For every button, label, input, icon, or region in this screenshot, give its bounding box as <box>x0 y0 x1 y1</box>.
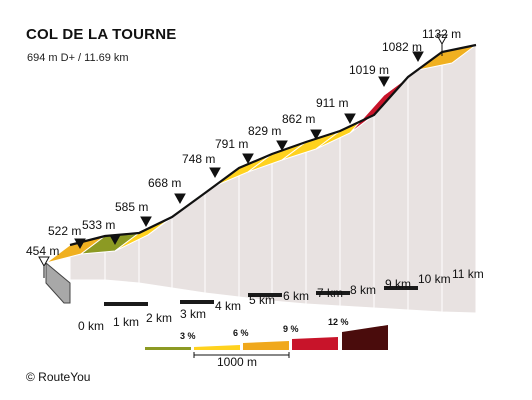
side-wall-4 <box>204 167 240 298</box>
side-wall-3 <box>171 192 206 294</box>
elevation-label: 748 m <box>182 152 215 166</box>
front-start-block <box>45 261 71 304</box>
distance-label: 2 km <box>146 311 172 325</box>
legend-swatch-0 <box>145 347 191 350</box>
distance-label: 0 km <box>78 319 104 333</box>
elevation-marker-8 <box>310 129 322 141</box>
elevation-label: 533 m <box>82 218 115 232</box>
elevation-marker-12 <box>436 34 448 46</box>
km-tick-7 <box>316 291 350 295</box>
elevation-marker-11 <box>412 51 424 63</box>
side-wall-7 <box>305 130 341 307</box>
distance-labels: 0 km 1 km 2 km 3 km 4 km 5 km 6 km 7 km 8 km 9 km… <box>78 267 484 333</box>
distance-label: 4 km <box>215 299 241 313</box>
distance-label: 7 km <box>317 286 343 300</box>
profile-front-base <box>45 261 418 306</box>
scale-bar-label: 1000 m <box>217 355 257 369</box>
elevation-marker-5 <box>209 167 221 179</box>
km-tick-3 <box>180 300 214 304</box>
distance-label: 11 km <box>452 267 484 281</box>
elevation-label: 668 m <box>148 176 181 190</box>
elevation-marker-1 <box>74 238 86 250</box>
distance-label: 6 km <box>283 289 309 303</box>
elevation-marker-4 <box>174 193 186 205</box>
profile-title: COL DE LA TOURNE <box>26 26 177 43</box>
distance-label: 10 km <box>418 272 451 286</box>
side-wall-6 <box>271 141 307 305</box>
side-wall-8 <box>339 114 375 309</box>
elevation-marker-0 <box>38 256 50 268</box>
legend-swatch-3 <box>292 337 338 350</box>
distance-label: 8 km <box>350 283 376 297</box>
elevation-label: 829 m <box>248 124 281 138</box>
side-wall-5 <box>238 153 273 302</box>
elevation-marker-9 <box>344 113 356 125</box>
elevation-label: 1132 m <box>422 27 461 41</box>
elevation-marker-3 <box>140 216 152 228</box>
elevation-label: 1082 m <box>382 40 422 54</box>
elevation-label: 862 m <box>282 112 315 126</box>
credit-text: © RouteYou <box>26 370 91 384</box>
km-tick-9 <box>384 286 418 290</box>
elevation-label: 1019 m <box>349 63 389 77</box>
legend-label: 6 % <box>233 328 249 338</box>
elevation-label: 791 m <box>215 137 248 151</box>
elevation-marker-7 <box>276 140 288 152</box>
elevation-marker-10 <box>378 76 390 88</box>
elevation-label: 585 m <box>115 200 148 214</box>
side-wall-9 <box>373 75 409 311</box>
km-tick-1 <box>104 302 148 306</box>
elevation-marker-6 <box>242 153 254 165</box>
km-tick-5 <box>248 293 282 297</box>
elevation-label: 522 m <box>48 224 81 238</box>
elevation-label: 911 m <box>316 96 348 110</box>
legend-label: 3 % <box>180 331 196 341</box>
elevation-label: 454 m <box>26 244 59 258</box>
legend-label: 12 % <box>328 317 349 327</box>
profile-subtitle: 694 m D+ / 11.69 km <box>27 52 129 64</box>
legend-swatch-1 <box>194 345 240 350</box>
elevation-marker-2 <box>109 234 121 246</box>
distance-label: 3 km <box>180 307 206 321</box>
legend-swatch-4 <box>342 325 388 350</box>
distance-label: 5 km <box>249 293 275 307</box>
profile-side-walls <box>69 44 477 314</box>
distance-label: 9 km <box>385 277 411 291</box>
distance-label: 1 km <box>113 315 139 329</box>
legend-swatch-2 <box>243 341 289 350</box>
legend-label: 9 % <box>283 324 299 334</box>
gradient-legend: 3 % 6 % 9 % 12 % 1000 m <box>145 317 388 369</box>
profile-top-segments <box>45 43 477 264</box>
elevation-markers <box>38 34 448 278</box>
profile-ridge-line <box>69 43 477 247</box>
